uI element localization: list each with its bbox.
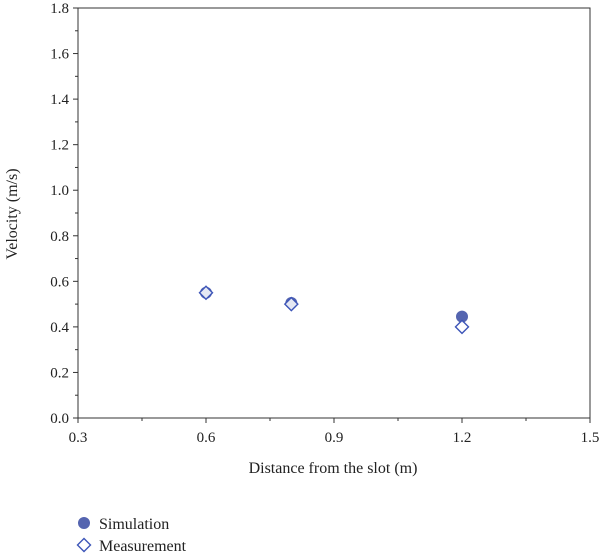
x-tick-label-1: 0.6: [197, 430, 216, 446]
x-axis-label: Distance from the slot (m): [249, 460, 418, 477]
x-tick-label-4: 1.5: [581, 430, 600, 446]
point-series1-0: [198, 285, 214, 301]
legend: Simulation Measurement: [76, 516, 187, 555]
point-series1-2: [454, 319, 470, 335]
legend-marker-measurement: [76, 537, 92, 553]
y-tick-label-2: 0.4: [50, 320, 69, 336]
y-tick-label-6: 1.2: [50, 138, 69, 154]
y-tick-label-1: 0.2: [50, 365, 69, 381]
y-tick-label-5: 1.0: [50, 183, 69, 199]
ticks: 0.3 0.6 0.9 1.2 1.5 0.0 0.2 0.4 0.6 0.8 1.0 1.2 1.4 1…: [50, 1, 599, 446]
legend-marker-simulation: [78, 517, 90, 529]
x-tick-label-0: 0.3: [69, 430, 88, 446]
legend-diamond-icon: [76, 537, 92, 553]
point-series1-1: [283, 296, 299, 312]
y-axis-label: Velocity (m/s): [4, 168, 21, 259]
x-tick-label-3: 1.2: [453, 430, 472, 446]
y-tick-label-3: 0.6: [50, 274, 69, 290]
data-marks: [198, 285, 470, 335]
y-tick-label-9: 1.8: [50, 1, 69, 17]
y-tick-label-4: 0.8: [50, 229, 69, 245]
axes: [77, 7, 591, 419]
legend-label-measurement: Measurement: [99, 538, 187, 555]
x-tick-label-2: 0.9: [325, 430, 344, 446]
legend-label-simulation: Simulation: [99, 516, 169, 533]
y-tick-label-8: 1.6: [50, 47, 69, 63]
legend-circle-icon: [78, 517, 90, 529]
y-tick-label-7: 1.4: [50, 92, 69, 108]
y-tick-label-0: 0.0: [50, 411, 69, 427]
plot-frame: [77, 7, 591, 419]
